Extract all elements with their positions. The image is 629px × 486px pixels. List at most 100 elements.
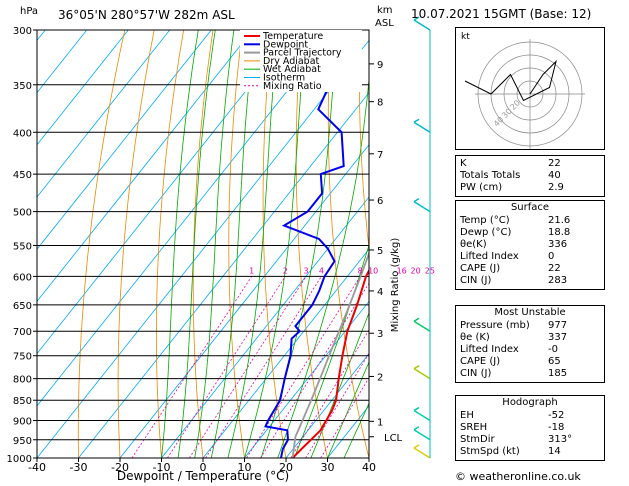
wind-barb [413,429,431,441]
legend-box [240,30,362,92]
location-title: 36°05'N 280°57'W 282m ASL [58,8,235,22]
height-tick-label: 5 [377,246,383,257]
legend-label: Dry Adiabat [263,56,320,67]
dry-adiabat-line [192,30,214,458]
wind-barb-flag [413,317,420,322]
temperature-tick-label: -30 [70,461,88,474]
index-row-totals: Totals Totals 40 [460,170,561,181]
temperature-tick-label: -20 [111,461,129,474]
most-unstable-title: Most Unstable [494,307,566,318]
pressure-tick-label: 950 [13,436,32,447]
wind-barb-flag [413,118,420,123]
legend-label: Isotherm [263,73,305,84]
wind-barb-flag [413,406,420,412]
legend-label: Wet Adiabat [263,64,321,75]
wind-barb-flag [413,426,420,431]
temperature-tick-label: -10 [153,461,171,474]
pressure-tick-label: 500 [13,208,32,219]
hodograph-panel: kt 40 30 20 [455,27,605,150]
dry-adiabat-line [327,30,369,458]
height-tick-label: 4 [377,287,383,298]
surface-table: Surface Temp (°C) 21.6 Dewp (°C) 18.8 θe(K… [455,200,605,290]
surface-row: Temp (°C) 21.6 [460,215,571,226]
height-tick-label: 3 [377,329,383,340]
most-unstable-table: Most Unstable Pressure (mb) 977 θe (K) 337… [455,305,605,383]
hodograph-stats-table: Hodograph EH -52 SREH -18 StmDir 313° StmSp… [455,395,605,461]
pressure-axis: 300 350 400 450 500 550 600 650 700 750 800 850 900 9… [7,26,37,465]
pressure-tick-label: 1000 [7,454,32,465]
wind-barb [413,200,431,213]
parcel-trajectory-line [291,251,369,458]
temperature-axis: -40 -30 -20 -10 0 10 20 30 40 [28,458,376,474]
temperature-tick-label: -40 [28,461,46,474]
isotherm-line [244,300,369,458]
isotherm-line [202,248,369,458]
wind-barb-flag [413,444,420,449]
isotherm-line [37,39,369,458]
hodograph-unit: kt [461,32,470,42]
plot-frame [36,29,370,459]
isotherms [37,30,369,458]
asl-label: ASL [375,18,394,29]
wind-barb-flag [413,365,420,370]
most-unstable-row: CIN (J) 185 [460,368,568,379]
surface-row: CIN (J) 283 [460,275,568,286]
temperature-tick-label: 40 [362,461,376,474]
most-unstable-row: Pressure (mb) 977 [460,320,568,331]
mixing-ratio-label: 1 [249,266,254,275]
most-unstable-row: CAPE (J) 65 [460,356,561,367]
dry-adiabat-line [262,30,287,458]
pressure-tick-label: 900 [13,417,32,428]
pressure-tick-label: 600 [13,272,32,283]
hodograph-stats-row: StmSpd (kt) 14 [460,446,561,457]
hpa-label: hPa [20,6,38,17]
surface-row: Lifted Index 0 [460,251,555,262]
pressure-tick-label: 700 [13,327,32,338]
wet-adiabat-line [194,30,235,458]
index-row-k: K 22 [460,158,561,169]
wind-barb [413,368,431,380]
km-label: km [377,5,393,16]
wind-barb [413,19,431,31]
surface-title: Surface [510,202,550,213]
dewpoint-line [264,30,362,458]
index-row-pw: PW (cm) 2.9 [460,182,564,193]
plot-area [37,30,369,458]
wind-barb-flag [413,197,420,203]
mixing-ratio-line [167,276,286,458]
height-tick-label: 6 [377,196,383,207]
isotherm-line [37,30,295,355]
hodograph-trace [464,59,557,102]
temperature-tick-label: 30 [321,461,335,474]
xaxis-title: Dewpoint / Temperature (°C) [117,469,289,483]
isotherm-line [285,352,369,458]
isotherm-line [37,30,212,250]
isotherm-line [37,30,254,303]
mixing-ratio-label: 10 [368,266,378,275]
mixing-ratio-line [131,276,253,458]
most-unstable-row: Lifted Index -0 [460,344,558,355]
pressure-tick-label: 650 [13,301,32,312]
mixing-ratio-line [290,329,369,458]
mixing-ratio-axis-title: Mixing Ratio (g/kg) [390,238,401,333]
legend-label: Parcel Trajectory [263,48,342,59]
surface-row: θe(K) 336 [460,239,568,250]
mixing-ratio-label: 2 [283,266,288,275]
mixing-ratio-label: 20 [411,266,421,275]
mixing-ratio-label: 3 [304,266,309,275]
isobars [37,30,369,458]
mixing-ratio-lines [131,276,369,458]
legend-label: Temperature [262,31,323,42]
height-tick-label: 7 [377,150,383,161]
surface-row: CAPE (J) 22 [460,263,561,274]
wind-barb [413,320,431,332]
wet-adiabat-line [327,361,369,458]
pressure-tick-label: 750 [13,352,32,363]
mixing-ratio-label: 16 [397,266,407,275]
hodograph-stats-row: EH -52 [460,410,565,421]
hodograph-stats-row: SREH -18 [460,422,565,433]
copyright: © weatheronline.co.uk [455,470,581,483]
dry-adiabat-line [117,30,155,458]
